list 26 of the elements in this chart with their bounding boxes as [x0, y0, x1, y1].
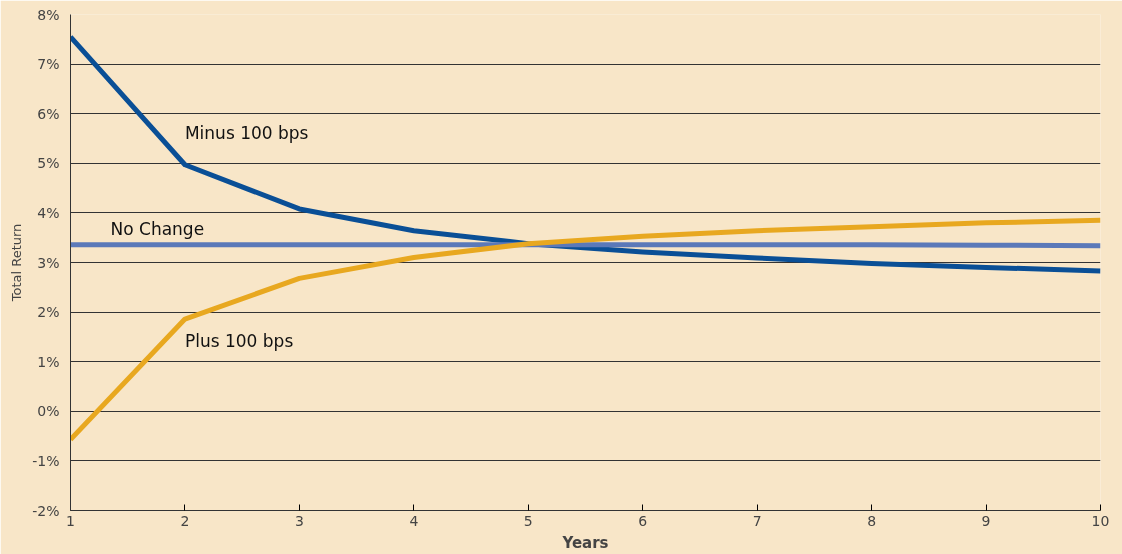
y-tick-label: 7%	[37, 56, 60, 73]
y-tick-label: 6%	[37, 105, 60, 122]
x-tick-label: 10	[1091, 512, 1110, 529]
series-label: No Change	[110, 218, 205, 239]
y-tick-label: 3%	[37, 254, 60, 271]
x-tick-label: 7	[752, 512, 762, 529]
y-axis-title: Total Return	[9, 223, 25, 303]
y-tick-label: 4%	[37, 204, 60, 221]
series-label: Plus 100 bps	[184, 331, 294, 352]
x-tick-label: 2	[180, 512, 190, 529]
series-label: Minus 100 bps	[184, 122, 309, 143]
y-tick-label: 2%	[37, 304, 60, 321]
x-tick-label: 9	[981, 512, 991, 529]
x-tick-label: 8	[867, 512, 877, 529]
y-tick-label: 5%	[37, 155, 60, 172]
y-tick-label: -1%	[32, 452, 60, 469]
x-tick-label: 1	[66, 512, 75, 529]
x-axis-title: Years	[561, 533, 609, 552]
x-tick-label: 6	[638, 512, 648, 529]
y-tick-label: -2%	[32, 502, 60, 519]
y-tick-label: 1%	[37, 353, 60, 370]
y-tick-label: 8%	[37, 6, 60, 23]
y-tick-label: 0%	[37, 403, 60, 420]
x-tick-label: 3	[294, 512, 304, 529]
x-tick-label: 4	[409, 512, 419, 529]
x-tick-label: 5	[523, 512, 533, 529]
